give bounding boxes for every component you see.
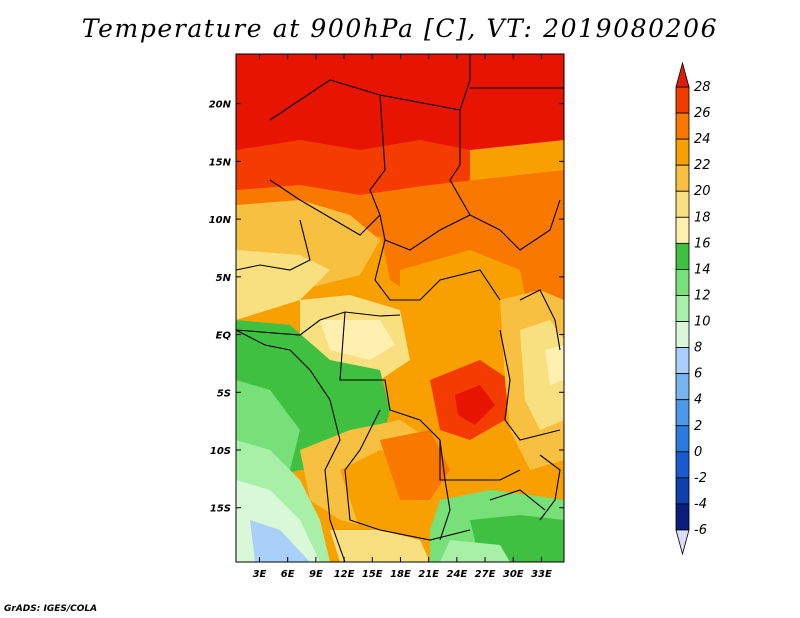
colorbar-label: 20: [694, 184, 711, 199]
lat-tick-label: 5N: [216, 273, 232, 284]
colorbar-swatch: [675, 503, 690, 531]
latitude-axis: 20N 15N 10N 5N EQ 5S 10S 15S: [209, 100, 564, 515]
colorbar-swatch: [675, 86, 690, 114]
colorbar-label: 8: [694, 341, 702, 356]
colorbar-swatch: [675, 269, 690, 296]
colorbar-label: 2: [694, 419, 702, 434]
colorbar-swatch: [675, 373, 690, 401]
lon-tick-label: 24E: [446, 569, 467, 580]
colorbar-label: 14: [694, 262, 711, 277]
colorbar-swatch: [675, 347, 690, 375]
colorbar-label: 18: [694, 210, 711, 225]
colorbar-swatch: [675, 112, 690, 140]
lon-tick-label: 27E: [475, 569, 496, 580]
colorbar-label: 22: [694, 158, 711, 173]
longitude-axis: 3E 6E 9E 12E 15E 18E 21E 24E 27E 30E 33E: [253, 54, 552, 580]
colorbar-swatch: [675, 399, 690, 427]
colorbar-swatch: [675, 242, 690, 270]
colorbar-swatch: [675, 321, 690, 348]
colorbar-swatch: [675, 138, 690, 166]
lon-tick-label: 9E: [309, 569, 323, 580]
colorbar-label: 6: [694, 367, 702, 382]
lat-tick-label: 15S: [210, 504, 231, 515]
lat-tick-label: EQ: [216, 331, 232, 342]
colorbar-label: 28: [694, 80, 711, 95]
colorbar-label: 16: [694, 236, 711, 251]
lat-tick-label: 5S: [217, 388, 231, 399]
colorbar-swatch: [675, 477, 690, 505]
lon-tick-label: 12E: [334, 569, 355, 580]
lon-tick-label: 6E: [281, 569, 295, 580]
country-borders: [236, 54, 564, 562]
colorbar-label: 10: [694, 315, 711, 330]
colorbar-swatch: [675, 295, 690, 322]
lon-tick-label: 18E: [390, 569, 411, 580]
map-title: Temperature at 900hPa [C], VT: 201908020…: [81, 14, 719, 43]
colorbar-swatch: [675, 451, 690, 479]
colorbar-under-arrow: [675, 529, 690, 556]
colorbar-label: 4: [694, 393, 702, 408]
colorbar-swatch: [675, 190, 690, 218]
lon-tick-label: 3E: [253, 569, 267, 580]
colorbar-label: -2: [694, 471, 707, 486]
colorbar-label: -4: [694, 497, 707, 512]
colorbar-swatch: [675, 425, 690, 453]
lon-tick-label: 15E: [362, 569, 383, 580]
colorbar-swatch: [675, 216, 690, 244]
lon-tick-label: 33E: [531, 569, 552, 580]
temperature-field: [236, 54, 564, 562]
lat-tick-label: 15N: [209, 157, 232, 168]
colorbar-label: 26: [694, 106, 711, 121]
colorbar-over-arrow: [675, 61, 690, 88]
colorbar-swatch: [675, 164, 690, 192]
lat-tick-label: 10N: [209, 215, 232, 226]
lon-tick-label: 30E: [503, 569, 524, 580]
colorbar-label: 24: [694, 132, 711, 147]
colorbar-label: -6: [694, 523, 707, 538]
colorbar-label: 0: [694, 445, 702, 460]
colorbar-label: 12: [694, 288, 711, 303]
grads-credit: GrADS: IGES/COLA: [4, 604, 98, 614]
lat-tick-label: 10S: [210, 446, 231, 457]
lat-tick-label: 20N: [209, 100, 232, 111]
lon-tick-label: 21E: [418, 569, 439, 580]
